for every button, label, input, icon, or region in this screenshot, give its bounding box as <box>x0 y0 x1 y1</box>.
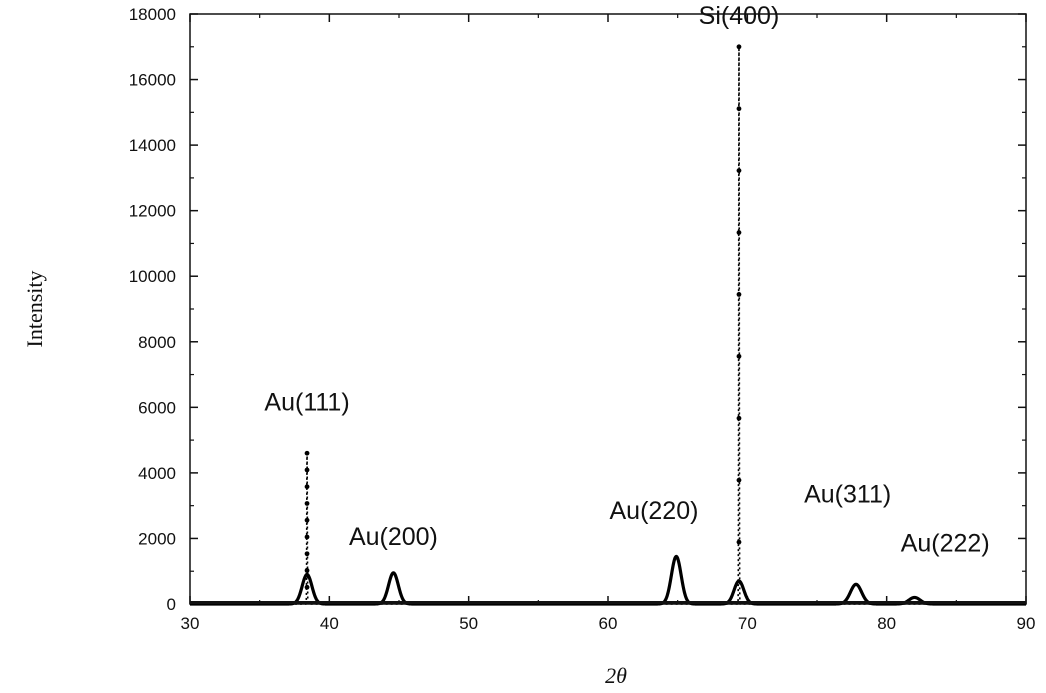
y-tick-label: 18000 <box>129 5 176 24</box>
y-tick-label: 0 <box>167 595 176 614</box>
plot-frame <box>189 13 1027 605</box>
series-point <box>736 539 742 545</box>
y-axis-ticks: 0 2000 4000 6000 8000 10000 12000 14000 16000 180… <box>129 5 1026 614</box>
x-tick-label: 30 <box>181 614 200 633</box>
peak-annotations: Au(111) Au(200) Au(220) Si(400) Au(311) Au(22… <box>264 2 989 558</box>
y-tick-label: 2000 <box>138 529 176 548</box>
series-point <box>736 353 742 359</box>
peak-label: Au(111) <box>264 389 349 417</box>
y-tick-label: 10000 <box>129 267 176 286</box>
y-tick-label: 8000 <box>138 333 176 352</box>
y-tick-label: 4000 <box>138 464 176 483</box>
x-tick-label: 80 <box>877 614 896 633</box>
y-tick-label: 6000 <box>138 398 176 417</box>
dotted-series-line <box>190 46 1026 605</box>
y-tick-label: 12000 <box>129 202 176 221</box>
x-axis-title: 2θ <box>605 663 627 688</box>
series-point <box>736 230 742 235</box>
series-point <box>736 292 742 297</box>
plot-frame-rect <box>189 13 1027 605</box>
peak-label: Au(200) <box>349 523 438 551</box>
series-point <box>304 551 310 557</box>
y-axis-title: Intensity <box>22 271 47 348</box>
series-point <box>304 501 310 506</box>
x-tick-label: 70 <box>738 614 757 633</box>
series-point <box>304 467 310 473</box>
series-point <box>304 534 310 540</box>
series-point <box>304 517 310 523</box>
peak-label: Au(311) <box>804 480 891 508</box>
series-point <box>736 44 742 50</box>
x-tick-label: 60 <box>599 614 618 633</box>
series-point <box>736 477 742 483</box>
series-point <box>736 415 742 421</box>
x-tick-label: 40 <box>320 614 339 633</box>
series-point <box>736 168 742 174</box>
series-point <box>736 106 742 112</box>
series-point <box>304 584 310 590</box>
x-tick-label: 90 <box>1017 614 1036 633</box>
peak-label: Au(220) <box>610 497 699 525</box>
x-tick-label: 50 <box>459 614 478 633</box>
peak-label: Si(400) <box>699 2 780 30</box>
series-point <box>304 484 310 490</box>
peak-label: Au(222) <box>901 530 990 558</box>
series-point <box>304 568 310 573</box>
series-point <box>304 450 310 456</box>
y-tick-label: 14000 <box>129 136 176 155</box>
y-tick-label: 16000 <box>129 71 176 90</box>
series-layer <box>190 44 1026 606</box>
